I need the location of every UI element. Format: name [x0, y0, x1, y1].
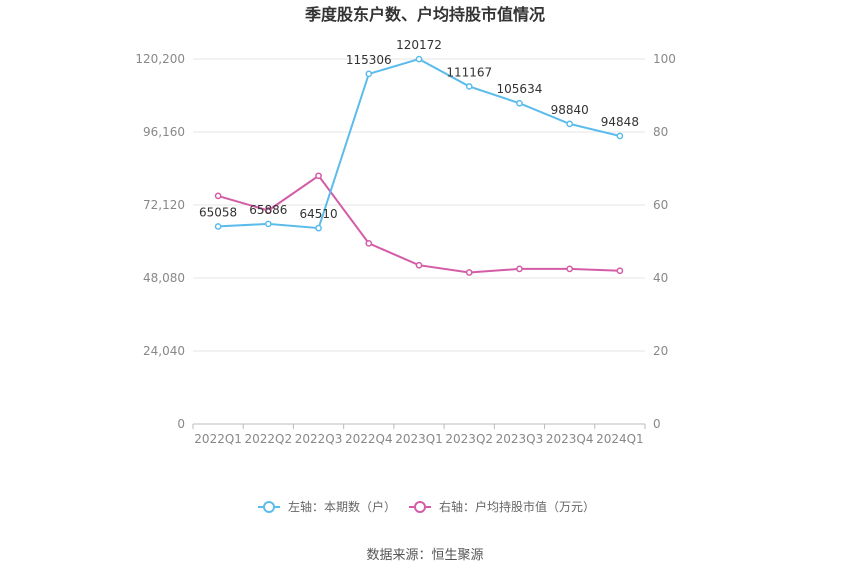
right-axis-tick-label: 20	[653, 344, 668, 358]
legend-marker-icon	[263, 501, 275, 513]
left-axis-tick-label: 48,080	[143, 271, 185, 285]
chart-title: 季度股东户数、户均持股市值情况	[304, 5, 545, 24]
right-axis-tick-label: 80	[653, 125, 668, 139]
series-layer: 65058 65886 64510 115306 120172 111167 105634 9…	[199, 38, 639, 276]
left-axis-tick-label: 24,040	[143, 344, 185, 358]
x-axis-tick-label: 2023Q3	[496, 432, 544, 446]
legend-item-right[interactable]: 右轴：户均持股市值（万元）	[409, 499, 595, 514]
data-point	[616, 132, 624, 140]
data-point	[214, 192, 222, 200]
data-point	[516, 265, 523, 273]
data-point	[616, 267, 624, 275]
right-axis-tick-label: 40	[653, 271, 668, 285]
legend-item-left[interactable]: 左轴：本期数（户）	[258, 499, 396, 514]
x-axis-ticks: 2022Q1 2022Q2 2022Q3 2022Q4 2023Q1 2023Q2 2023…	[192, 424, 646, 446]
right-axis-tick-label: 60	[653, 198, 668, 212]
data-label: 65058	[199, 205, 237, 219]
data-point	[465, 269, 473, 276]
data-point	[516, 99, 523, 107]
right-axis-tick-label: 0	[653, 417, 661, 431]
series-left: 65058 65886 64510 115306 120172 111167 105634 9…	[199, 38, 639, 232]
data-label: 65886	[249, 203, 287, 217]
x-axis-tick-label: 2022Q3	[295, 432, 343, 446]
x-axis-tick-label: 2023Q4	[546, 432, 594, 446]
data-point	[365, 70, 373, 78]
left-axis-tick-label: 0	[177, 417, 185, 431]
right-axis-ticks: 0 20 40 60 80 100	[653, 52, 676, 431]
data-point	[315, 224, 322, 232]
left-axis-tick-label: 120,200	[135, 52, 185, 66]
data-label: 105634	[497, 82, 543, 96]
x-axis-tick-label: 2022Q4	[345, 432, 393, 446]
x-axis-tick-label: 2022Q1	[194, 432, 242, 446]
right-axis-tick-label: 100	[653, 52, 676, 66]
x-axis-tick-label: 2024Q1	[596, 432, 644, 446]
data-point	[566, 120, 574, 128]
left-axis-tick-label: 72,120	[143, 198, 185, 212]
data-label: 111167	[446, 65, 492, 79]
data-label: 115306	[346, 53, 392, 67]
left-axis-tick-label: 96,160	[143, 125, 185, 139]
x-axis-tick-label: 2022Q2	[245, 432, 293, 446]
data-point	[315, 172, 322, 180]
data-label: 120172	[396, 38, 442, 52]
source-note: 数据来源：恒生聚源	[366, 548, 483, 563]
data-point	[415, 261, 423, 269]
data-point	[264, 207, 272, 214]
data-label: 64510	[299, 207, 337, 221]
data-point	[264, 220, 272, 228]
legend-label: 右轴：户均持股市值（万元）	[439, 499, 595, 514]
legend-label: 左轴：本期数（户）	[288, 499, 396, 514]
data-point	[214, 223, 222, 230]
data-label: 94848	[601, 115, 639, 129]
series-right	[214, 172, 624, 276]
left-axis-ticks: 0 24,040 48,080 72,120 96,160 120,200	[135, 52, 185, 431]
legend: 左轴：本期数（户） 右轴：户均持股市值（万元）	[258, 499, 595, 514]
x-axis-tick-label: 2023Q1	[395, 432, 443, 446]
legend-marker-icon	[414, 501, 426, 513]
data-point	[415, 55, 423, 63]
data-label: 98840	[551, 103, 589, 117]
data-point	[465, 83, 473, 90]
data-point	[566, 265, 574, 273]
x-axis-tick-label: 2023Q2	[445, 432, 493, 446]
data-point	[365, 239, 373, 247]
